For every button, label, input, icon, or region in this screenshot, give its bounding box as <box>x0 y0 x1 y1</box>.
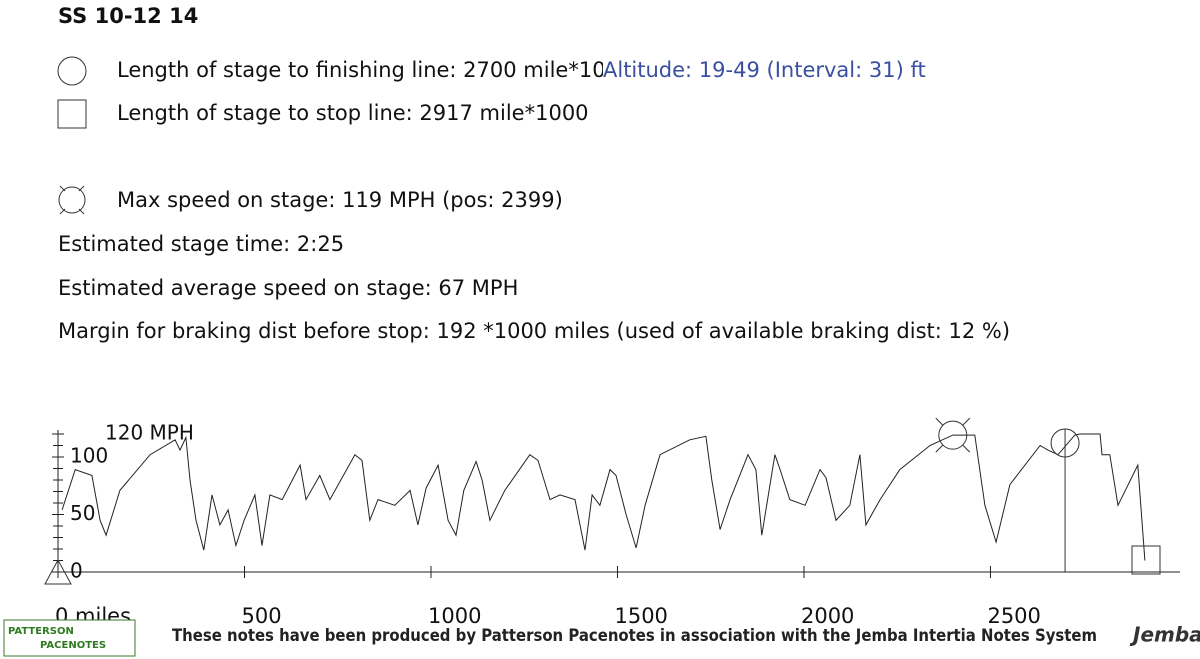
max-speed-cross <box>935 444 944 453</box>
stop-marker <box>1131 545 1161 575</box>
logo-text: PACENOTES <box>40 640 106 651</box>
max-icon <box>58 185 86 215</box>
start-marker <box>44 558 72 585</box>
speed-line <box>61 433 1146 561</box>
title: SS 10-12 14 <box>58 4 198 28</box>
y-tick-label: 0 <box>70 559 83 583</box>
footer-note: These notes have been produced by Patter… <box>172 626 1097 646</box>
max-speed-cross <box>962 417 971 426</box>
info-line: Length of stage to finishing line: 2700 … <box>117 58 632 82</box>
info-line: Estimated average speed on stage: 67 MPH <box>58 276 518 300</box>
x-tick-label: 1500 <box>614 604 667 628</box>
x-tick-label: 1000 <box>428 604 481 628</box>
y-tick-label: 100 <box>70 444 108 468</box>
brand: Jemba <box>1129 623 1200 647</box>
info-line: Max speed on stage: 119 MPH (pos: 2399) <box>117 188 563 212</box>
x-tick-label: 500 <box>241 604 281 628</box>
stop-icon <box>57 99 87 129</box>
y-tick-label: 50 <box>70 501 95 525</box>
info-line: Margin for braking dist before stop: 192… <box>58 319 1010 343</box>
max-speed-marker <box>938 420 968 450</box>
x-tick-label: 2000 <box>801 604 854 628</box>
x-tick-label: 2500 <box>987 604 1040 628</box>
logo <box>3 619 136 657</box>
altitude: Altitude: 19-49 (Interval: 31) ft <box>603 58 926 82</box>
info-line: Estimated stage time: 2:25 <box>58 232 344 256</box>
finish-icon <box>57 56 87 86</box>
max-speed-cross <box>935 417 944 426</box>
logo-text: PATTERSON <box>8 626 74 637</box>
max-speed-cross <box>962 444 971 453</box>
y-tick-label: 120 MPH <box>105 421 194 445</box>
info-line: Length of stage to stop line: 2917 mile*… <box>117 101 589 125</box>
